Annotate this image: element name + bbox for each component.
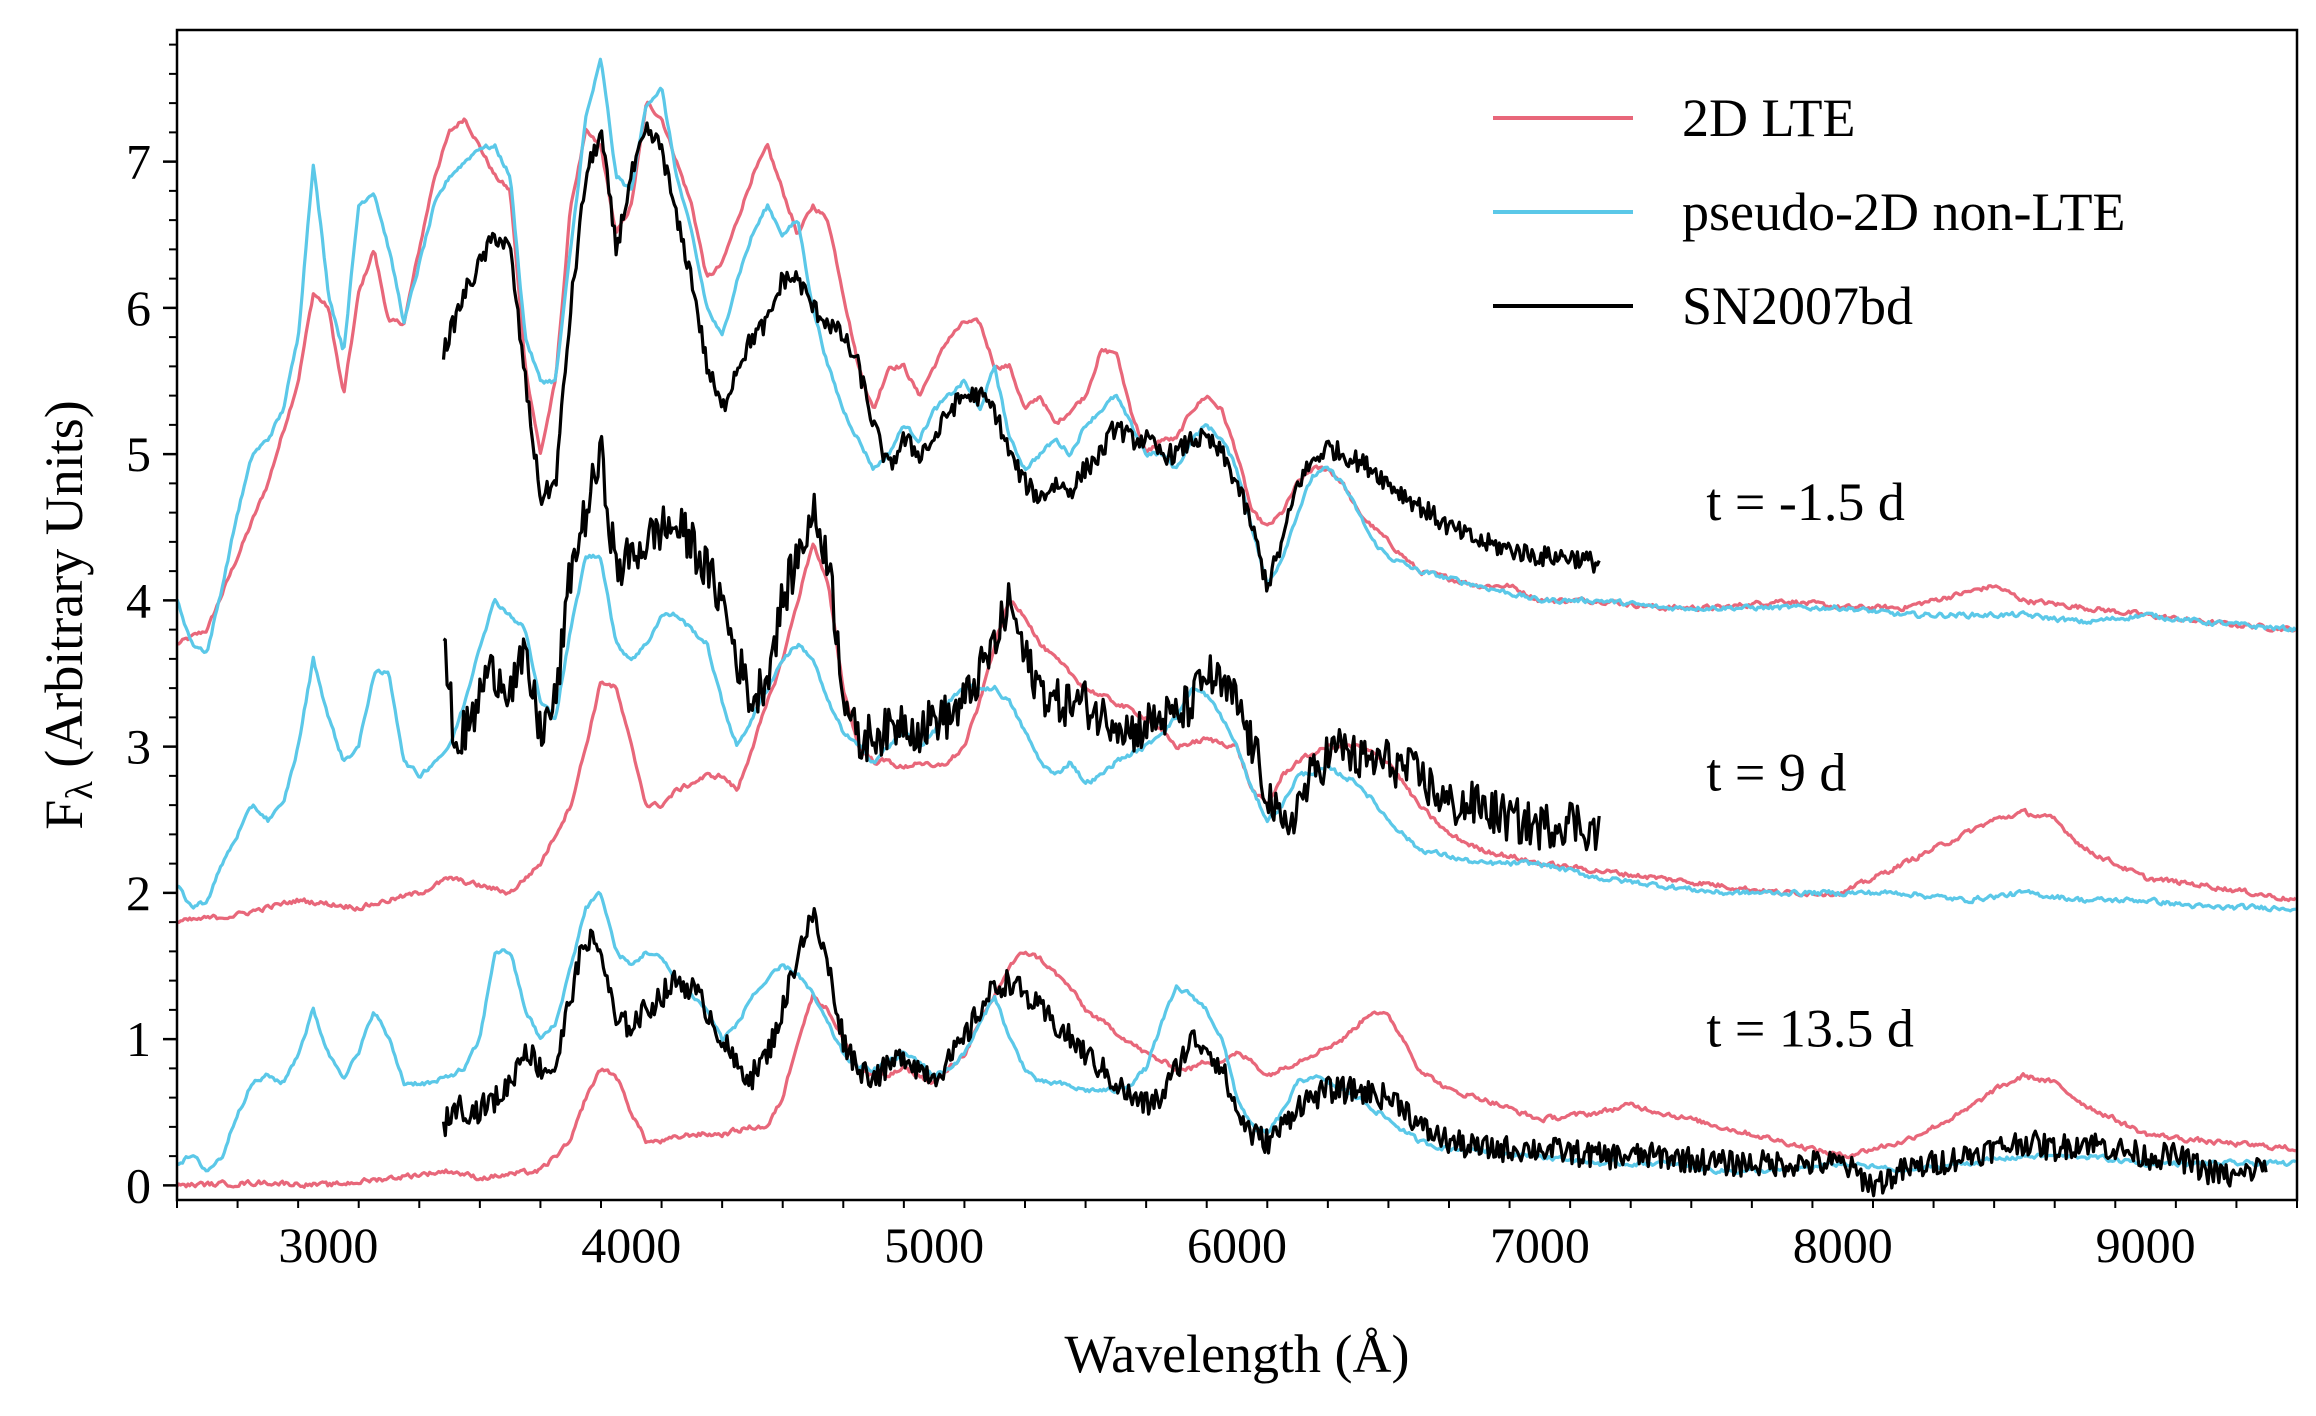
epoch-label: t = -1.5 d	[1706, 472, 1904, 532]
legend-label-sn2007bd: SN2007bd	[1682, 276, 1913, 336]
y-axis: 0 1 2 3 4 5 6 7	[126, 43, 177, 1213]
series-line-sn2007bd-t-13-5d	[441, 907, 2268, 1198]
series-line-pseudo-2d-non-lte	[177, 57, 2297, 654]
x-axis: 3000 4000 5000 6000 7000 8000 9000	[176, 1200, 2298, 1273]
y-tick-label: 5	[126, 426, 151, 482]
series-layer	[177, 57, 2297, 1198]
y-tick-label: 4	[126, 572, 151, 628]
y-axis-label-main: F	[34, 800, 94, 830]
x-tick-label: 9000	[2096, 1217, 2196, 1273]
x-tick-label: 8000	[1793, 1217, 1893, 1273]
y-tick-label: 7	[126, 134, 151, 190]
y-tick-label: 6	[126, 280, 151, 336]
y-tick-label: 1	[126, 1011, 151, 1067]
legend-label-2d-lte: 2D LTE	[1682, 88, 1856, 148]
y-axis-label-rest: (Arbitrary Units)	[34, 400, 94, 781]
epoch-label: t = 13.5 d	[1706, 998, 1913, 1058]
x-tick-label: 4000	[581, 1217, 681, 1273]
y-tick-label: 3	[126, 719, 151, 775]
x-tick-label: 7000	[1490, 1217, 1590, 1273]
epoch-label: t = 9 d	[1706, 743, 1846, 803]
plot-frame	[175, 28, 2299, 1202]
x-axis-label: Wavelength (Å)	[1064, 1324, 1409, 1384]
y-axis-label: Fλ (Arbitrary Units)	[34, 400, 101, 829]
annotations: t = -1.5 d t = 9 d t = 13.5 d	[1706, 472, 1913, 1059]
series-line-2d-lte	[177, 100, 2297, 646]
series-line-sn2007bd	[441, 121, 1601, 593]
y-tick-label: 2	[126, 865, 151, 921]
y-tick-label: 0	[126, 1157, 151, 1213]
legend: 2D LTE pseudo-2D non-LTE SN2007bd	[1493, 88, 2125, 336]
series-line-pseudo-2d-non-lte-t-9d	[177, 553, 2296, 913]
y-axis-label-subscript: λ	[59, 781, 101, 800]
series-line-sn2007bd-t-9d	[442, 434, 1601, 852]
x-tick-label: 3000	[278, 1217, 378, 1273]
series-line-2d-lte-t-13-5d	[177, 950, 2297, 1189]
x-tick-label: 5000	[884, 1217, 984, 1273]
legend-label-pseudo-2d-non-lte: pseudo-2D non-LTE	[1682, 182, 2125, 242]
x-tick-label: 6000	[1187, 1217, 1287, 1273]
